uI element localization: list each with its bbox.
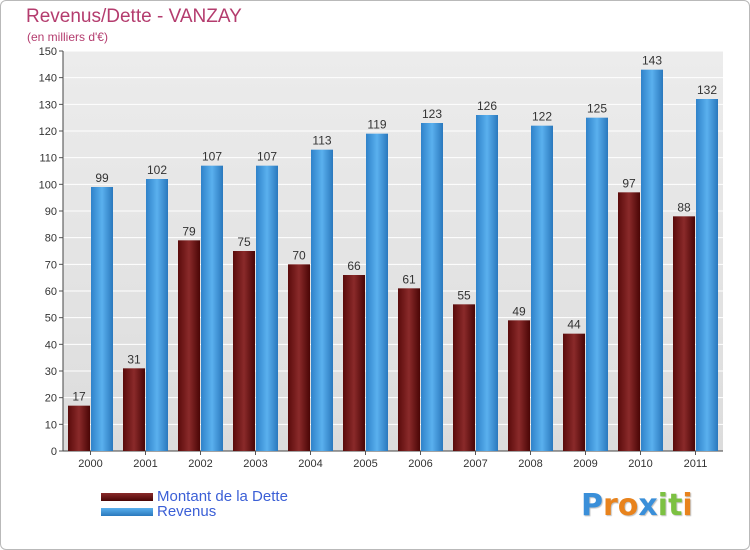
y-tick-label-150: 150 <box>39 46 57 58</box>
y-tick-label-90: 90 <box>45 206 57 218</box>
y-tick-label-10: 10 <box>45 419 57 431</box>
y-tick-label-70: 70 <box>45 259 57 271</box>
bar-debt-2009 <box>563 333 585 451</box>
y-tick-label-0: 0 <box>51 446 57 458</box>
legend-item-debt: Montant de la Dette <box>101 488 288 505</box>
bar-debt-2004 <box>288 264 310 451</box>
bar-revenue-2011 <box>696 99 718 451</box>
y-tick-label-30: 30 <box>45 366 57 378</box>
bar-debt-2006 <box>398 288 420 451</box>
data-label-debt-2000: 17 <box>72 390 86 404</box>
x-tick-label-2010: 2010 <box>628 458 652 470</box>
x-tick-label-2011: 2011 <box>684 458 708 470</box>
data-label-revenue-2005: 119 <box>367 118 386 132</box>
bar-revenue-2010 <box>641 69 663 452</box>
data-label-revenue-2000: 99 <box>95 171 109 185</box>
bar-debt-2011 <box>673 216 695 451</box>
y-tick-label-120: 120 <box>39 126 57 138</box>
legend-swatch-revenue <box>101 507 153 516</box>
bar-debt-2002 <box>178 240 200 451</box>
x-tick-label-2002: 2002 <box>188 458 212 470</box>
x-tick-label-2004: 2004 <box>298 458 322 470</box>
bar-revenue-2003 <box>256 165 278 451</box>
data-label-revenue-2001: 102 <box>147 163 167 177</box>
bar-revenue-2005 <box>366 133 388 451</box>
chart-title: Revenus/Dette - VANZAY <box>26 6 242 27</box>
y-tick-label-130: 130 <box>39 99 57 111</box>
legend-label-debt: Montant de la Dette <box>157 488 288 505</box>
bar-debt-2007 <box>453 304 475 451</box>
data-label-revenue-2002: 107 <box>202 150 222 164</box>
data-label-debt-2004: 70 <box>292 248 306 262</box>
x-tick-label-2001: 2001 <box>133 458 157 470</box>
x-tick-label-2003: 2003 <box>243 458 267 470</box>
legend-label-revenue: Revenus <box>157 503 217 520</box>
data-label-debt-2009: 44 <box>567 318 581 332</box>
plot-area <box>63 51 723 451</box>
y-tick-label-80: 80 <box>45 233 57 245</box>
bar-debt-2010 <box>618 192 640 452</box>
bar-revenue-2004 <box>311 149 333 451</box>
bar-debt-2008 <box>508 320 530 451</box>
x-tick-label-2006: 2006 <box>408 458 432 470</box>
x-tick-label-2008: 2008 <box>518 458 542 470</box>
data-label-revenue-2006: 123 <box>422 107 442 121</box>
proxiti-logo: Proxiti <box>581 488 693 523</box>
x-tick-label-2005: 2005 <box>353 458 377 470</box>
bar-revenue-2000 <box>91 187 113 451</box>
data-label-debt-2005: 66 <box>347 259 361 273</box>
data-label-revenue-2007: 126 <box>477 99 497 113</box>
bar-debt-2003 <box>233 251 255 451</box>
bar-debt-2005 <box>343 275 365 451</box>
logo-letter: r <box>603 488 618 523</box>
logo-letter: P <box>581 488 603 523</box>
y-tick-label-100: 100 <box>39 179 57 191</box>
data-label-debt-2001: 31 <box>127 352 141 366</box>
data-label-revenue-2008: 122 <box>532 110 552 124</box>
logo-letter: o <box>617 488 639 523</box>
y-tick-label-20: 20 <box>45 393 57 405</box>
data-label-debt-2007: 55 <box>457 288 471 302</box>
x-tick-label-2000: 2000 <box>78 458 102 470</box>
logo-letter: t <box>668 488 683 523</box>
logo-letter: x <box>638 488 658 523</box>
legend-swatch-debt <box>101 492 153 501</box>
bar-revenue-2007 <box>476 115 498 451</box>
logo-letter: i <box>657 488 669 523</box>
data-label-debt-2003: 75 <box>237 235 251 249</box>
x-tick-label-2009: 2009 <box>573 458 597 470</box>
y-tick-label-110: 110 <box>39 153 57 165</box>
data-label-debt-2010: 97 <box>622 176 636 190</box>
bar-revenue-2008 <box>531 125 553 452</box>
y-tick-label-40: 40 <box>45 339 57 351</box>
bar-debt-2001 <box>123 368 145 451</box>
bar-debt-2000 <box>68 405 90 451</box>
chart-subtitle: (en milliers d'€) <box>27 30 108 44</box>
y-tick-label-60: 60 <box>45 286 57 298</box>
logo-letter: i <box>682 488 693 523</box>
data-label-debt-2006: 61 <box>402 272 416 286</box>
data-label-revenue-2009: 125 <box>587 102 607 116</box>
data-label-debt-2002: 79 <box>182 224 196 238</box>
y-tick-label-50: 50 <box>45 313 57 325</box>
data-label-debt-2008: 49 <box>512 304 526 318</box>
bar-revenue-2001 <box>146 179 168 451</box>
bar-revenue-2002 <box>201 165 223 451</box>
data-label-debt-2011: 88 <box>677 200 691 214</box>
bar-revenue-2009 <box>586 117 608 452</box>
bar-revenue-2006 <box>421 123 443 451</box>
data-label-revenue-2003: 107 <box>257 150 277 164</box>
x-tick-label-2007: 2007 <box>463 458 487 470</box>
y-tick-label-140: 140 <box>39 73 57 85</box>
data-label-revenue-2004: 113 <box>312 134 331 148</box>
data-label-revenue-2010: 143 <box>642 54 662 68</box>
data-label-revenue-2011: 132 <box>697 83 717 97</box>
legend-item-revenue: Revenus <box>101 503 216 520</box>
